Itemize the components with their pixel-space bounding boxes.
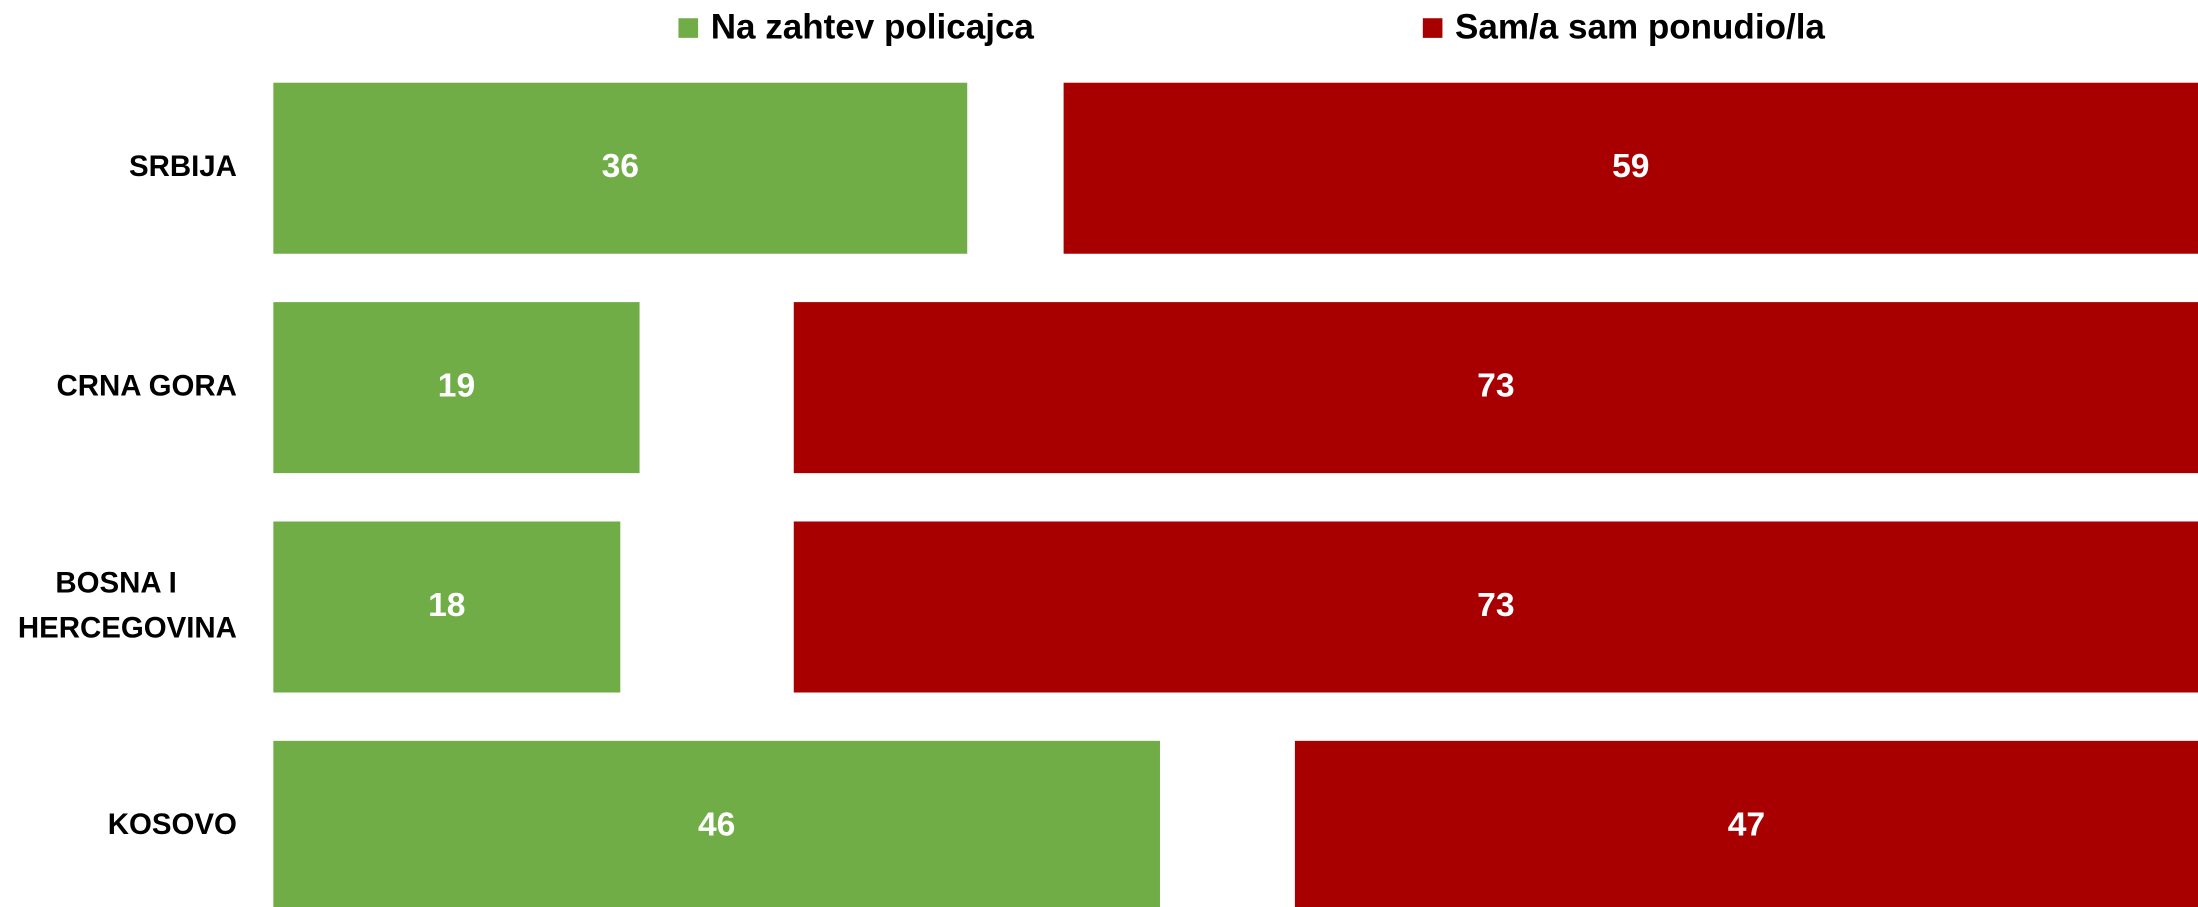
value-label: 46 <box>698 806 735 843</box>
value-label: 18 <box>428 587 465 624</box>
legend-label: Na zahtev policajca <box>711 8 1035 47</box>
category-label: BOSNA I HERCEGOVINA <box>18 566 237 644</box>
legend-swatch <box>678 18 699 38</box>
value-label: 59 <box>1612 148 1649 185</box>
value-label: 73 <box>1477 587 1514 624</box>
legend-label: Sam/a sam ponudio/la <box>1455 8 1825 47</box>
category-label: KOSOVO <box>108 808 237 841</box>
legend-swatch <box>1422 18 1443 38</box>
bar <box>793 521 2198 693</box>
category-label: CRNA GORA <box>57 369 237 402</box>
bar <box>1063 82 2198 254</box>
bar <box>273 521 621 693</box>
value-label: 36 <box>602 148 639 185</box>
bar <box>273 302 640 474</box>
value-label: 19 <box>438 368 475 405</box>
value-label: 47 <box>1728 806 1765 843</box>
category-label: SRBIJA <box>129 150 237 183</box>
bar <box>273 82 968 254</box>
bar <box>793 302 2198 474</box>
bar <box>1294 740 2198 907</box>
value-label: 73 <box>1477 368 1514 405</box>
bar <box>273 740 1160 907</box>
